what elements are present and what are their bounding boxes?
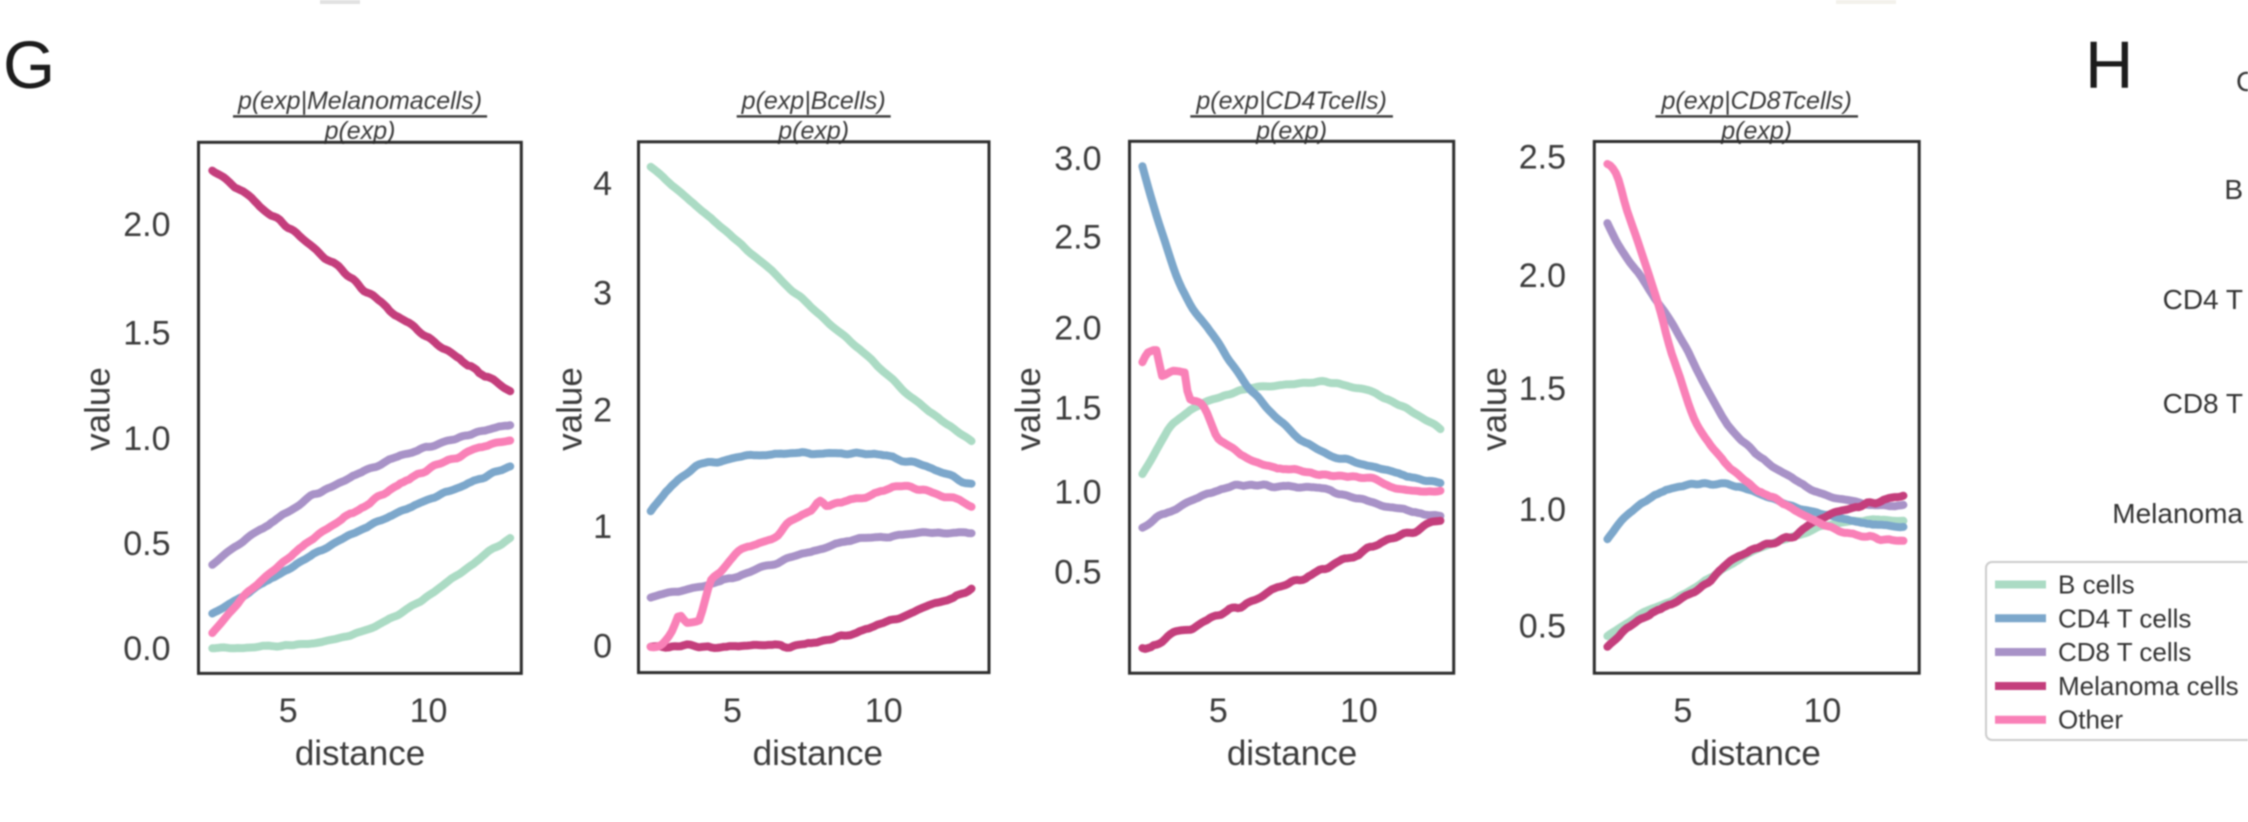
svg-text:p(exp|Bcells): p(exp|Bcells) <box>741 87 886 115</box>
svg-text:H: H <box>2085 28 2133 103</box>
svg-text:2.5: 2.5 <box>1054 219 1101 257</box>
svg-text:0.5: 0.5 <box>1054 554 1101 592</box>
svg-text:1.0: 1.0 <box>1054 473 1101 511</box>
svg-text:1.5: 1.5 <box>1519 370 1566 408</box>
svg-text:value: value <box>79 367 118 451</box>
svg-text:1.0: 1.0 <box>1519 491 1566 529</box>
svg-text:2.5: 2.5 <box>1519 138 1566 176</box>
svg-text:2.0: 2.0 <box>123 206 170 244</box>
svg-text:0: 0 <box>593 628 612 666</box>
svg-text:10: 10 <box>865 692 903 730</box>
svg-text:3.0: 3.0 <box>1054 140 1101 178</box>
svg-text:Melanoma: Melanoma <box>2112 498 2243 529</box>
svg-text:CD4 T cells: CD4 T cells <box>2058 603 2191 633</box>
svg-text:p(exp): p(exp) <box>324 117 396 145</box>
svg-text:value: value <box>1475 367 1514 451</box>
svg-text:Other: Other <box>2058 705 2123 735</box>
svg-text:distance: distance <box>1227 734 1357 773</box>
svg-text:2.0: 2.0 <box>1054 309 1101 347</box>
svg-text:p(exp|CD8Tcells): p(exp|CD8Tcells) <box>1661 87 1852 115</box>
svg-text:CD4 T: CD4 T <box>2163 284 2243 315</box>
svg-text:CD8 T cells: CD8 T cells <box>2058 637 2191 667</box>
svg-text:10: 10 <box>1340 692 1378 730</box>
svg-text:5: 5 <box>1209 692 1228 730</box>
svg-text:2: 2 <box>593 391 612 429</box>
svg-text:1.5: 1.5 <box>123 315 170 353</box>
svg-text:B: B <box>2224 174 2243 205</box>
svg-text:3: 3 <box>593 275 612 313</box>
svg-text:1.5: 1.5 <box>1054 390 1101 428</box>
svg-text:distance: distance <box>295 734 425 773</box>
svg-text:value: value <box>1009 367 1048 451</box>
svg-text:value: value <box>551 367 590 451</box>
svg-text:5: 5 <box>279 692 298 730</box>
svg-text:1.0: 1.0 <box>123 420 170 458</box>
svg-text:p(exp|CD4Tcells): p(exp|CD4Tcells) <box>1195 87 1386 115</box>
svg-text:distance: distance <box>1691 734 1821 773</box>
svg-text:B cells: B cells <box>2058 570 2135 600</box>
svg-text:0.0: 0.0 <box>123 630 170 668</box>
svg-text:10: 10 <box>1803 692 1841 730</box>
svg-text:p(exp|Melanomacells): p(exp|Melanomacells) <box>237 87 482 115</box>
svg-text:0.5: 0.5 <box>123 525 170 563</box>
svg-text:distance: distance <box>753 734 883 773</box>
svg-text:Melanoma cells: Melanoma cells <box>2058 671 2239 701</box>
svg-text:5: 5 <box>723 692 742 730</box>
svg-text:G: G <box>3 28 55 103</box>
svg-text:4: 4 <box>593 165 612 203</box>
svg-text:2.0: 2.0 <box>1519 257 1566 295</box>
svg-text:0.5: 0.5 <box>1519 607 1566 645</box>
svg-text:10: 10 <box>410 692 448 730</box>
svg-text:C: C <box>2236 66 2248 97</box>
svg-text:5: 5 <box>1673 692 1692 730</box>
svg-text:CD8 T: CD8 T <box>2163 388 2243 419</box>
svg-text:1: 1 <box>593 508 612 546</box>
